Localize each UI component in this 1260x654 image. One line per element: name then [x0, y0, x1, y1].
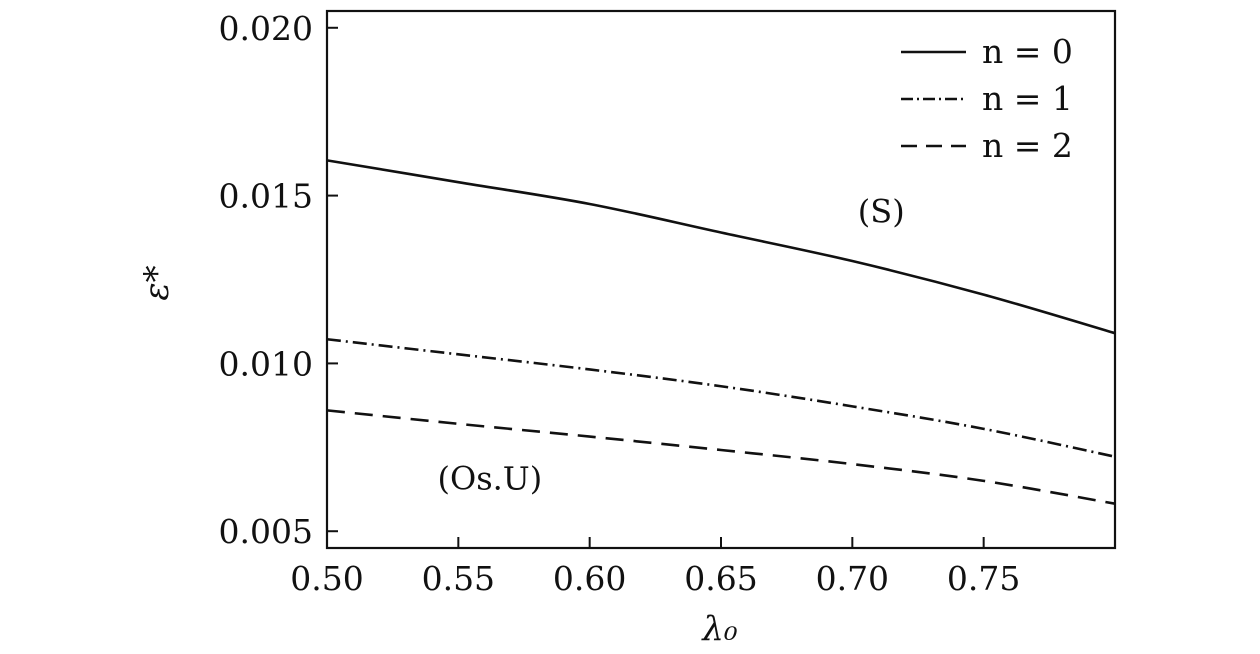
- series-line-0: [326, 159, 1116, 335]
- x-axis-title: λ₀: [700, 609, 738, 649]
- series-line-1: [326, 337, 1116, 458]
- y-tick-label: 0.010: [219, 344, 313, 383]
- y-axis-ticks: 0.005 0.010 0.015 0.020: [219, 9, 338, 551]
- legend-label-2: n = 2: [982, 126, 1073, 165]
- y-tick-label: 0.005: [219, 512, 313, 551]
- legend-label-1: n = 1: [982, 79, 1073, 118]
- x-tick-label: 0.70: [816, 559, 889, 598]
- x-tick-label: 0.65: [684, 559, 757, 598]
- x-axis-ticks: 0.50 0.55 0.60 0.65 0.70 0.75: [290, 537, 1020, 598]
- region-annotation-0: (S): [858, 192, 905, 230]
- x-tick-label: 0.55: [422, 559, 495, 598]
- y-axis-title: ε*: [137, 265, 177, 300]
- x-tick-label: 0.50: [290, 559, 363, 598]
- annotations: (S) (Os.U): [437, 192, 904, 497]
- x-tick-label: 0.75: [947, 559, 1020, 598]
- y-tick-label: 0.020: [219, 9, 313, 48]
- region-annotation-1: (Os.U): [437, 459, 542, 497]
- legend-label-0: n = 0: [982, 32, 1073, 71]
- plot-lines: [326, 159, 1116, 505]
- y-tick-label: 0.015: [219, 177, 313, 216]
- x-tick-label: 0.60: [553, 559, 626, 598]
- legend: n = 0 n = 1 n = 2: [901, 32, 1073, 165]
- series-line-2: [326, 409, 1116, 505]
